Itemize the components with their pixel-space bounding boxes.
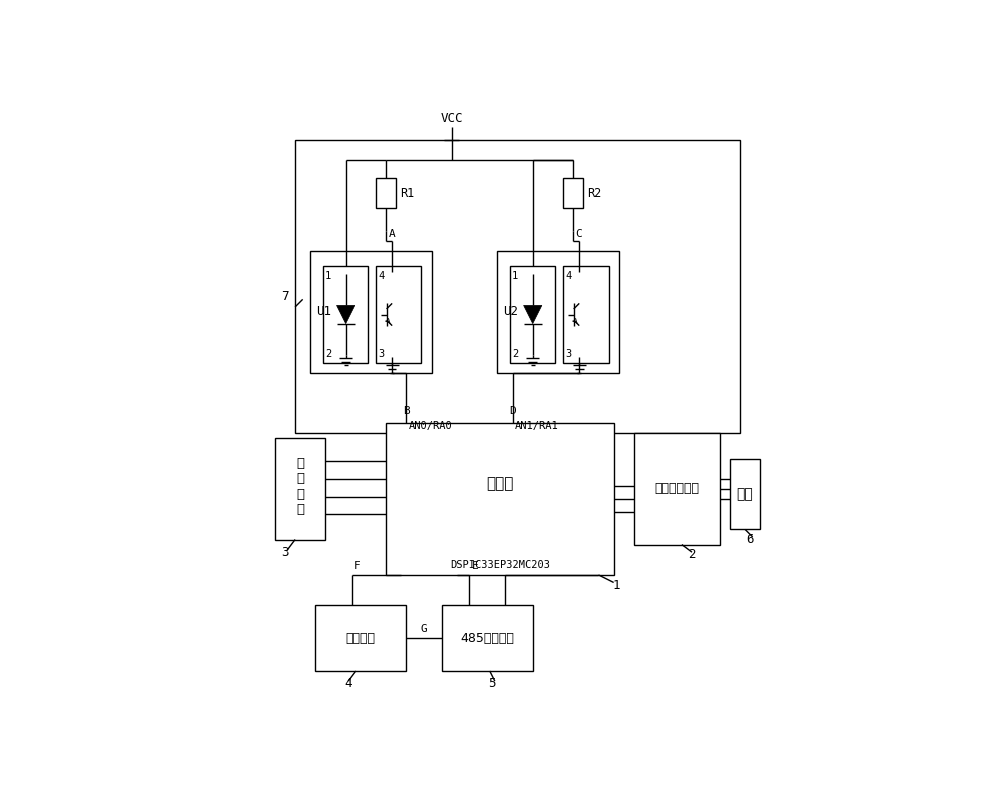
Text: AN0/RA0: AN0/RA0 — [409, 421, 453, 431]
Text: VCC: VCC — [441, 112, 463, 125]
Text: 5: 5 — [489, 677, 496, 690]
Text: 3: 3 — [565, 348, 571, 359]
Bar — [497, 251, 619, 373]
Text: 4: 4 — [378, 270, 384, 281]
Bar — [376, 178, 396, 208]
Bar — [730, 459, 760, 530]
Text: 1: 1 — [512, 270, 518, 281]
Text: D: D — [509, 406, 516, 415]
Text: E: E — [472, 561, 478, 571]
Text: 2: 2 — [688, 548, 696, 561]
Text: G: G — [421, 624, 427, 634]
Bar — [442, 605, 533, 671]
Text: B: B — [403, 406, 410, 415]
Bar — [310, 251, 432, 373]
Text: U1: U1 — [316, 306, 331, 318]
Text: A: A — [389, 229, 395, 239]
Polygon shape — [524, 306, 542, 324]
Text: 4: 4 — [565, 270, 571, 281]
Bar — [634, 433, 720, 545]
Text: 3: 3 — [281, 545, 289, 559]
Text: 2: 2 — [325, 348, 331, 359]
Bar — [563, 178, 583, 208]
Text: 4: 4 — [344, 677, 352, 690]
Text: 7: 7 — [281, 290, 289, 303]
Polygon shape — [337, 306, 355, 324]
Bar — [295, 140, 740, 433]
Bar — [376, 266, 421, 362]
Text: 485通讯电路: 485通讯电路 — [460, 632, 514, 645]
Text: 稳压电路: 稳压电路 — [346, 632, 376, 645]
Text: 电机驱动电路: 电机驱动电路 — [654, 482, 699, 496]
Text: 1: 1 — [612, 578, 620, 592]
Text: C: C — [576, 229, 582, 239]
Text: R1: R1 — [400, 187, 414, 199]
Text: 主芯片: 主芯片 — [486, 477, 514, 492]
Text: F: F — [354, 561, 361, 571]
Text: 讯: 讯 — [296, 472, 304, 485]
Text: AN1/RA1: AN1/RA1 — [515, 421, 559, 431]
Bar — [275, 438, 325, 540]
Text: R2: R2 — [587, 187, 602, 199]
Text: 6: 6 — [746, 533, 754, 546]
Text: 1: 1 — [325, 270, 331, 281]
Text: U2: U2 — [503, 306, 518, 318]
Text: 接: 接 — [296, 488, 304, 500]
Text: 口: 口 — [296, 503, 304, 515]
Text: DSPIC33EP32MC203: DSPIC33EP32MC203 — [450, 559, 550, 570]
Bar — [386, 423, 614, 575]
Text: 通: 通 — [296, 457, 304, 470]
Text: 3: 3 — [378, 348, 384, 359]
Bar — [315, 605, 406, 671]
Bar — [510, 266, 555, 362]
Bar — [323, 266, 368, 362]
Bar — [563, 266, 609, 362]
Text: 2: 2 — [512, 348, 518, 359]
Text: 电机: 电机 — [737, 487, 753, 501]
